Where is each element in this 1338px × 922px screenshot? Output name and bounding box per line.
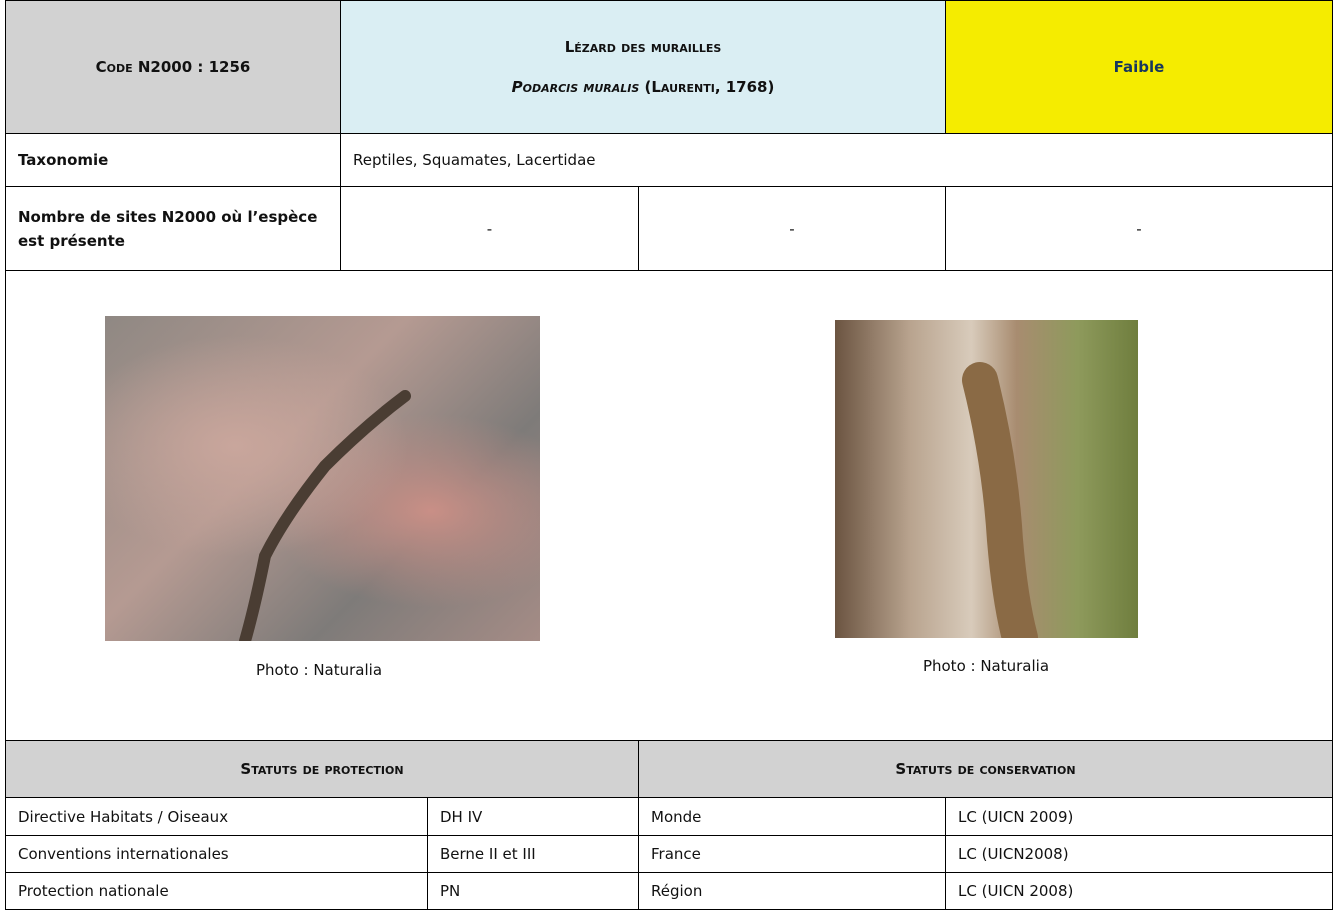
taxonomy-label: Taxonomie bbox=[6, 134, 341, 187]
photo-wall-lizard-stump bbox=[835, 320, 1138, 656]
value: - bbox=[486, 219, 493, 238]
status-label: Conventions internationales bbox=[18, 845, 229, 863]
protection-cell: PN bbox=[428, 873, 639, 910]
protection-cell: DH IV bbox=[428, 798, 639, 836]
lizard-shape bbox=[962, 362, 1038, 656]
value: - bbox=[789, 219, 795, 238]
sites-label: Nombre de sites N2000 où l’espèce est pr… bbox=[6, 187, 341, 271]
label: Taxonomie bbox=[18, 151, 109, 169]
species-sheet: Code N2000 : 1256 Lézard des murailles P… bbox=[5, 0, 1333, 910]
value: - bbox=[1136, 219, 1142, 238]
photo-caption: Photo : Naturalia bbox=[255, 661, 383, 679]
status-label: Région bbox=[651, 882, 703, 900]
title: Statuts de conservation bbox=[895, 760, 1076, 778]
conservation-cell: France bbox=[639, 836, 946, 873]
photo-caption: Photo : Naturalia bbox=[922, 657, 1050, 675]
code-cell: Code N2000 : 1256 bbox=[6, 1, 341, 134]
scientific-line: Podarcis muralis (Laurenti, 1768) bbox=[512, 78, 775, 96]
scientific-name: Podarcis muralis bbox=[511, 78, 640, 96]
taxonomy-value: Reptiles, Squamates, Lacertidae bbox=[341, 134, 1333, 187]
status-value: PN bbox=[440, 882, 461, 900]
protection-title: Statuts de protection bbox=[6, 741, 639, 798]
priority-cell: Faible bbox=[946, 1, 1333, 134]
status-value: Berne II et III bbox=[440, 845, 536, 863]
status-label: France bbox=[651, 845, 701, 863]
status-value: LC (UICN 2008) bbox=[958, 882, 1074, 900]
common-name: Lézard des murailles bbox=[564, 38, 722, 56]
photo-wall-lizard-rock bbox=[105, 316, 540, 647]
label: Nombre de sites N2000 où l’espèce est pr… bbox=[18, 207, 318, 250]
conservation-cell: Monde bbox=[639, 798, 946, 836]
sites-value: - bbox=[639, 187, 946, 271]
status-label: Protection nationale bbox=[18, 882, 169, 900]
lizard-shape bbox=[239, 390, 411, 647]
conservation-cell: Région bbox=[639, 873, 946, 910]
protection-cell: Berne II et III bbox=[428, 836, 639, 873]
author: (Laurenti, 1768) bbox=[644, 78, 775, 96]
status-label: Directive Habitats / Oiseaux bbox=[18, 807, 229, 826]
protection-cell: Protection nationale bbox=[6, 873, 428, 910]
photo-row bbox=[6, 271, 1333, 741]
code: Code N2000 : 1256 bbox=[95, 58, 251, 76]
value: Reptiles, Squamates, Lacertidae bbox=[353, 151, 596, 169]
conservation-cell: LC (UICN2008) bbox=[946, 836, 1333, 873]
status-value: DH IV bbox=[440, 807, 483, 826]
status-value: LC (UICN 2009) bbox=[958, 807, 1074, 826]
sites-value: - bbox=[946, 187, 1333, 271]
priority: Faible bbox=[1113, 58, 1165, 76]
status-value: LC (UICN2008) bbox=[958, 845, 1069, 863]
protection-cell: Directive Habitats / Oiseaux bbox=[6, 798, 428, 836]
protection-cell: Conventions internationales bbox=[6, 836, 428, 873]
title: Statuts de protection bbox=[240, 760, 404, 778]
name-cell: Lézard des murailles Podarcis muralis (L… bbox=[341, 1, 946, 134]
conservation-title: Statuts de conservation bbox=[639, 741, 1333, 798]
conservation-cell: LC (UICN 2009) bbox=[946, 798, 1333, 836]
sites-value: - bbox=[341, 187, 639, 271]
status-label: Monde bbox=[651, 807, 702, 826]
conservation-cell: LC (UICN 2008) bbox=[946, 873, 1333, 910]
